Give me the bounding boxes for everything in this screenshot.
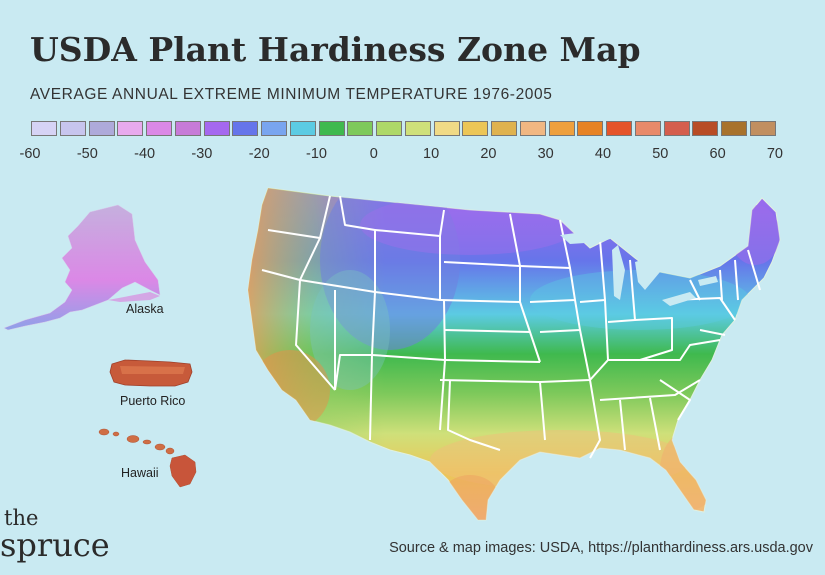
alaska-shape [3, 204, 161, 331]
legend-swatch [548, 121, 575, 136]
label-puerto-rico: Puerto Rico [120, 394, 186, 408]
brand-line-the: the [4, 506, 39, 530]
legend-swatch [721, 121, 747, 136]
legend-swatch [577, 121, 604, 136]
legend-swatch [404, 121, 431, 136]
brand-line-spruce: spruce [0, 526, 110, 564]
page-title: USDA Plant Hardiness Zone Map [30, 30, 641, 69]
legend-swatch [146, 121, 172, 136]
subtitle: AVERAGE ANNUAL EXTREME MINIMUM TEMPERATU… [30, 86, 553, 103]
legend-swatch [88, 121, 115, 136]
legend-swatch [117, 121, 144, 136]
legend-tick-label: -60 [19, 146, 41, 162]
state-borders [261, 195, 761, 459]
legend-tick-label: 40 [594, 146, 612, 162]
legend-swatch [519, 121, 546, 136]
legend-swatch [59, 121, 86, 136]
legend-swatch [663, 121, 690, 136]
legend-swatch [174, 121, 201, 136]
legend-swatch [318, 121, 345, 136]
legend-swatch [433, 121, 460, 136]
legend-swatch [606, 121, 632, 136]
legend-tick-label: 60 [709, 146, 726, 162]
legend-tick-label: -30 [191, 146, 213, 162]
brand-logo: the spruce [0, 506, 110, 564]
legend-swatch [462, 121, 489, 136]
legend-swatch [376, 121, 402, 136]
legend-tick-label: 30 [537, 146, 554, 162]
legend-swatch [203, 121, 230, 136]
hawaii-shape [98, 428, 197, 488]
legend-tick-label: -50 [76, 146, 98, 162]
legend-swatch [634, 121, 661, 136]
legend-tick-label: -20 [248, 146, 270, 162]
legend-swatch [347, 121, 374, 136]
legend-swatch [261, 121, 287, 136]
legend-swatch [31, 121, 57, 136]
legend-tick-label: 50 [652, 146, 669, 162]
legend-tick-label: -40 [134, 146, 156, 162]
label-alaska: Alaska [126, 302, 164, 316]
legend-swatch [232, 121, 259, 136]
legend-tick-label: 10 [423, 146, 440, 162]
legend-tick-label: 70 [766, 146, 783, 162]
label-hawaii: Hawaii [121, 466, 159, 480]
legend-tick-label: 20 [480, 146, 497, 162]
legend-tick-label: 0 [369, 146, 378, 162]
legend-swatch [491, 121, 517, 136]
source-credit: Source & map images: USDA, https://plant… [389, 540, 813, 556]
great-lakes [560, 230, 718, 306]
legend-swatch [692, 121, 719, 136]
legend-tick-label: -10 [306, 146, 327, 162]
legend-swatch [749, 121, 776, 136]
legend-swatch [289, 121, 316, 136]
